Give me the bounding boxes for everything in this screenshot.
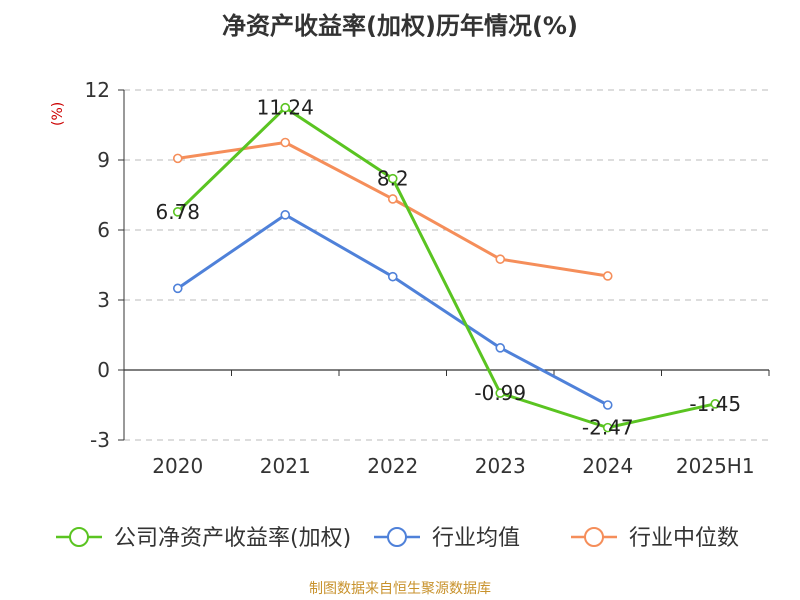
data-point — [172, 207, 183, 217]
y-tick-label: 3 — [97, 288, 110, 312]
data-point — [495, 254, 506, 264]
series-line — [176, 213, 609, 407]
y-tick-label: 9 — [97, 148, 110, 172]
grid-layer — [124, 89, 769, 441]
legend-marker-icon — [69, 527, 89, 547]
x-tick-label: 2021 — [260, 454, 311, 478]
data-point — [172, 153, 183, 164]
x-tick-label: 2020 — [152, 454, 203, 478]
y-tick-label: 12 — [85, 78, 110, 102]
data-label: -0.99 — [474, 381, 526, 405]
data-point — [387, 173, 398, 184]
x-tick-label: 2023 — [475, 454, 526, 478]
data-label: 11.24 — [257, 96, 314, 120]
data-point — [602, 422, 613, 433]
data-point — [495, 388, 506, 398]
legend-label: 行业均值 — [432, 526, 520, 551]
data-label: 8.2 — [377, 167, 409, 191]
data-label: -1.45 — [689, 392, 741, 416]
series-line — [177, 141, 608, 278]
series-layer — [172, 102, 721, 433]
data-point — [280, 210, 291, 220]
data-point — [602, 400, 613, 410]
data-label: 6.78 — [155, 200, 200, 224]
data-point — [280, 102, 291, 113]
data-point — [602, 271, 613, 281]
series-line — [176, 106, 716, 430]
x-tick-label: 2022 — [367, 454, 418, 478]
data-label-layer: 6.78 11.24 8.2 -0.99 -2.47 -1.45 — [155, 96, 741, 440]
legend-label: 公司净资产收益率(加权) — [114, 526, 351, 551]
data-point — [710, 399, 721, 409]
legend-label: 行业中位数 — [629, 526, 739, 551]
data-source-note: 制图数据来自恒生聚源数据库 — [309, 581, 491, 597]
axis-layer: 12 9 6 3 0 -3 2020 2021 2022 2023 2024 2025H1 — [85, 78, 770, 478]
x-tick-label: 2025H1 — [676, 454, 755, 478]
y-tick-label: -3 — [90, 428, 110, 452]
chart-title: 净资产收益率(加权)历年情况(%) — [222, 12, 578, 40]
data-point — [387, 194, 398, 204]
y-tick-label: 0 — [97, 358, 110, 382]
legend-marker-icon — [584, 527, 604, 547]
data-point — [172, 283, 183, 294]
data-point — [495, 343, 506, 353]
data-point — [387, 271, 398, 282]
x-tick-label: 2024 — [582, 454, 633, 478]
legend: 公司净资产收益率(加权) 行业均值 行业中位数 — [56, 526, 739, 551]
data-point — [280, 137, 291, 148]
data-label: -2.47 — [582, 416, 634, 440]
y-tick-label: 6 — [97, 218, 110, 242]
legend-marker-icon — [387, 527, 407, 547]
